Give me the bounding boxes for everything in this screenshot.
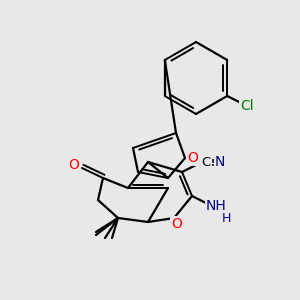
- Text: O: O: [188, 151, 198, 165]
- Text: N: N: [215, 155, 225, 169]
- Text: Cl: Cl: [240, 99, 254, 113]
- Text: C: C: [201, 155, 211, 169]
- Text: H: H: [221, 212, 231, 224]
- Text: O: O: [172, 217, 182, 231]
- Text: NH: NH: [206, 199, 226, 213]
- Text: O: O: [69, 158, 80, 172]
